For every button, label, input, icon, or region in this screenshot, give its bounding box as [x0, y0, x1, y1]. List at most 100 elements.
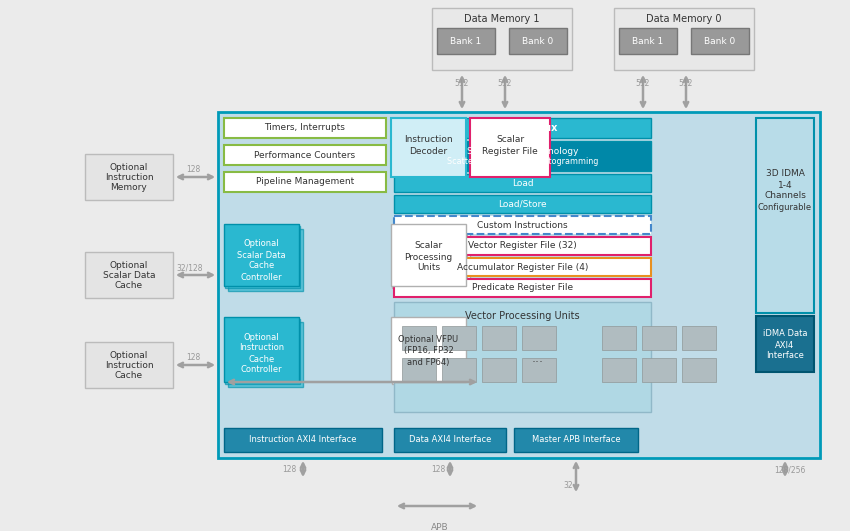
Text: Channels: Channels [764, 192, 806, 201]
Text: Cache: Cache [115, 281, 143, 290]
Text: Master APB Interface: Master APB Interface [532, 435, 620, 444]
Text: Instruction: Instruction [405, 135, 453, 144]
Bar [218, 112, 820, 458]
Bar [85, 342, 173, 388]
Text: Processing: Processing [405, 253, 452, 261]
Text: Scatter Increment for Histogramming: Scatter Increment for Histogramming [447, 158, 598, 167]
Bar [393, 319, 468, 383]
Bar [225, 226, 301, 287]
Bar [231, 324, 307, 390]
Bar [756, 118, 814, 313]
Text: Units: Units [417, 263, 440, 272]
Text: Timers, Interrupts: Timers, Interrupts [264, 124, 345, 133]
Text: 1-4: 1-4 [778, 181, 792, 190]
Text: and FP64): and FP64) [407, 358, 450, 367]
Text: 3D IDMA: 3D IDMA [766, 168, 804, 177]
Text: 512: 512 [497, 79, 512, 88]
Text: Performance Counters: Performance Counters [254, 150, 355, 159]
Bar [394, 141, 651, 171]
Text: Predicate Register File: Predicate Register File [472, 284, 573, 293]
Text: Instruction: Instruction [105, 362, 153, 371]
Bar [482, 358, 516, 382]
Text: Decoder: Decoder [410, 147, 448, 156]
Text: 128: 128 [186, 166, 200, 175]
Text: Cache: Cache [115, 372, 143, 381]
Bar [224, 118, 386, 138]
Bar [225, 319, 301, 383]
Bar [514, 428, 638, 452]
Text: Instruction: Instruction [105, 174, 153, 183]
Bar [395, 228, 471, 290]
Text: Controller: Controller [241, 272, 282, 281]
Text: ...: ... [531, 352, 543, 364]
Bar [391, 224, 466, 286]
Text: Optional: Optional [110, 352, 148, 361]
Text: Pipeline Management: Pipeline Management [256, 177, 354, 186]
Bar [602, 326, 636, 350]
Bar [522, 326, 556, 350]
Text: 128/256: 128/256 [774, 466, 806, 475]
Text: APB: APB [431, 524, 448, 531]
Bar [509, 28, 567, 54]
Text: Data Memory 1: Data Memory 1 [464, 14, 540, 24]
Bar [393, 226, 468, 287]
Bar [402, 358, 436, 382]
Text: Bank 0: Bank 0 [705, 37, 735, 46]
Text: 128: 128 [186, 354, 200, 363]
Bar [619, 28, 677, 54]
Bar [85, 252, 173, 298]
Bar [442, 358, 476, 382]
Text: Bank 1: Bank 1 [450, 37, 482, 46]
Bar [756, 316, 814, 372]
Text: Scalar Data: Scalar Data [103, 271, 156, 280]
Text: Scalar: Scalar [415, 242, 443, 251]
Bar [224, 145, 386, 165]
Text: 128: 128 [282, 466, 296, 475]
Text: Load: Load [512, 178, 533, 187]
Text: iDMA Data: iDMA Data [762, 330, 808, 338]
Bar [391, 118, 466, 177]
Text: Vector Processing Units: Vector Processing Units [465, 311, 580, 321]
Bar [432, 8, 572, 70]
Bar [224, 172, 386, 192]
Bar [395, 321, 471, 387]
Text: Instruction AXI4 Interface: Instruction AXI4 Interface [249, 435, 357, 444]
Text: Configurable: Configurable [758, 202, 812, 211]
Bar [691, 28, 749, 54]
Bar [394, 216, 651, 234]
Text: Optional VFPU: Optional VFPU [399, 335, 458, 344]
Bar [394, 279, 651, 297]
Bar [437, 28, 495, 54]
Bar [394, 237, 651, 255]
Text: Bank 0: Bank 0 [523, 37, 553, 46]
Bar [522, 358, 556, 382]
Bar [642, 358, 676, 382]
Text: SuperGather Technology: SuperGather Technology [467, 147, 578, 156]
Text: Data AXI4 Interface: Data AXI4 Interface [409, 435, 491, 444]
Text: Optional: Optional [244, 239, 280, 249]
Text: (FP16, FP32: (FP16, FP32 [404, 347, 453, 355]
Text: Register File: Register File [482, 147, 538, 156]
Text: Optional: Optional [110, 261, 148, 270]
Bar [85, 154, 173, 200]
Text: Cache: Cache [248, 355, 275, 364]
Bar [394, 258, 651, 276]
Bar [602, 358, 636, 382]
Text: Scalar Data: Scalar Data [237, 251, 286, 260]
Text: Vector Register File (32): Vector Register File (32) [468, 242, 577, 251]
Text: Memory Mux: Memory Mux [487, 123, 558, 133]
Bar [482, 326, 516, 350]
Bar [394, 118, 651, 138]
Bar [442, 326, 476, 350]
Text: Interface: Interface [766, 352, 804, 361]
Bar [614, 8, 754, 70]
Bar [229, 228, 303, 290]
Bar [394, 174, 651, 192]
Text: Controller: Controller [241, 365, 282, 374]
Bar [399, 232, 473, 294]
Bar [394, 302, 651, 412]
Text: 512: 512 [678, 79, 693, 88]
Text: 32: 32 [564, 481, 573, 490]
Text: Data Memory 0: Data Memory 0 [646, 14, 722, 24]
Text: Optional: Optional [244, 332, 280, 341]
